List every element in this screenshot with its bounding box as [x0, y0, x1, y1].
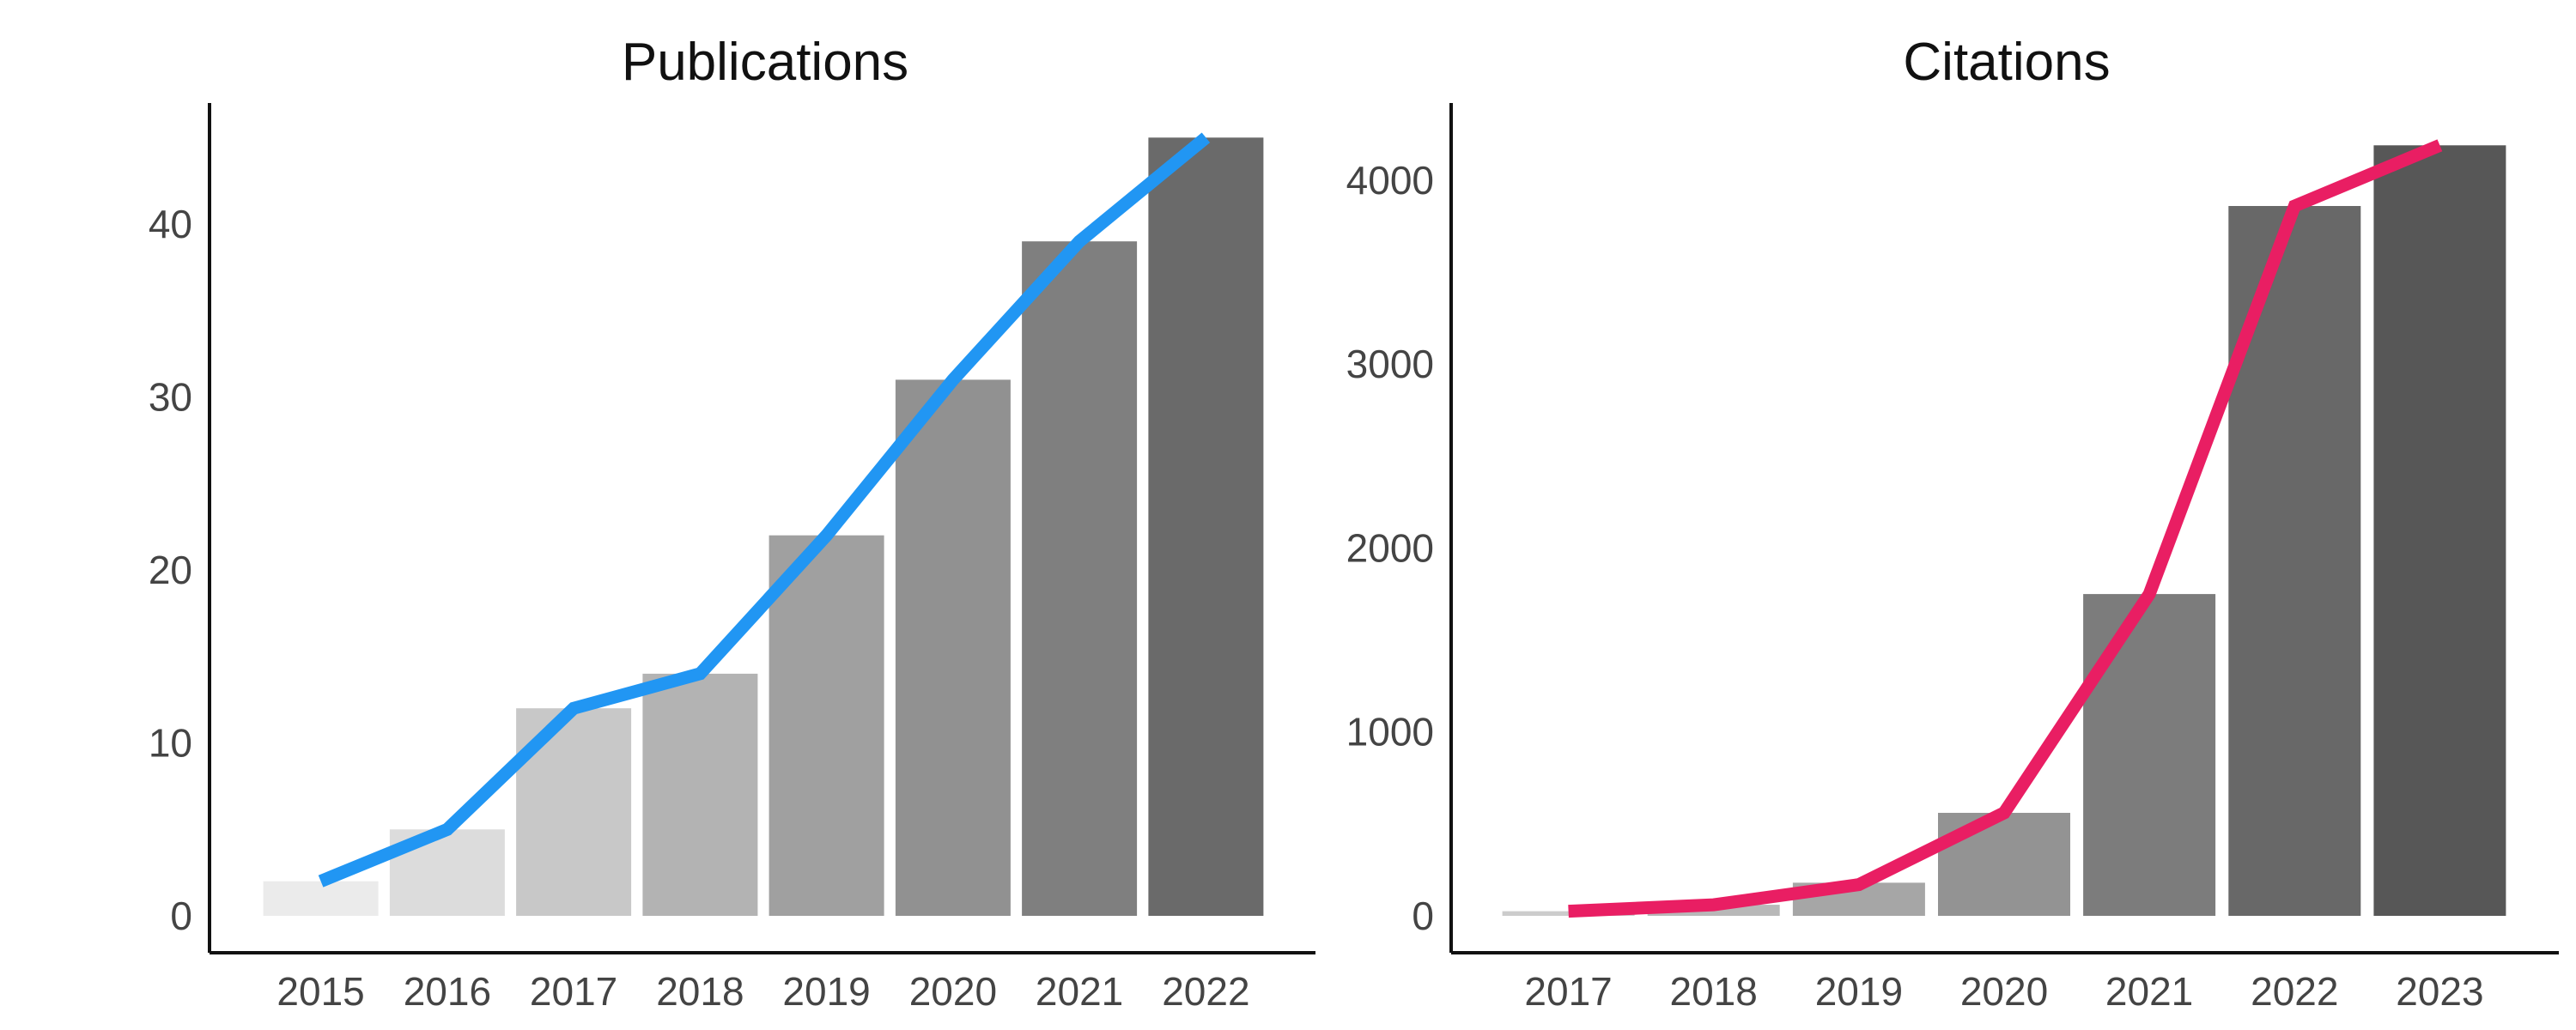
x-tick-labels: 2015 2016 2017 2018 2019 2020 2021 2022 [276, 969, 1249, 1014]
citations-chart: Citations 0 1000 2000 3000 4000 2017 2018 2019… [1346, 33, 2559, 1014]
x-tick-label: 2020 [1960, 969, 2048, 1014]
y-tick-label: 0 [170, 894, 192, 938]
x-tick-label: 2017 [530, 969, 617, 1014]
bar-2020 [895, 379, 1011, 916]
x-tick-label: 2021 [1036, 969, 1123, 1014]
x-tick-label: 2022 [1162, 969, 1249, 1014]
x-tick-label: 2018 [1670, 969, 1758, 1014]
x-tick-labels: 2017 2018 2019 2020 2021 2022 2023 [1524, 969, 2483, 1014]
y-tick-label: 4000 [1346, 158, 1434, 203]
x-tick-label: 2022 [2251, 969, 2338, 1014]
x-tick-label: 2021 [2105, 969, 2193, 1014]
y-tick-label: 20 [149, 548, 192, 592]
bar-2021 [2083, 594, 2216, 916]
y-tick-label: 1000 [1346, 710, 1434, 754]
y-tick-label: 10 [149, 721, 192, 766]
y-tick-labels: 0 10 20 30 40 [149, 202, 192, 938]
y-tick-label: 3000 [1346, 342, 1434, 386]
x-tick-label: 2020 [909, 969, 997, 1014]
x-tick-label: 2019 [782, 969, 870, 1014]
bar-group [1502, 145, 2506, 917]
x-tick-label: 2016 [404, 969, 491, 1014]
bar-2022 [1148, 137, 1264, 917]
bar-2019 [769, 535, 884, 916]
y-tick-label: 2000 [1346, 526, 1434, 571]
x-tick-label: 2019 [1815, 969, 1903, 1014]
chart-title: Publications [622, 33, 908, 92]
trend-line-group [318, 132, 1211, 888]
y-tick-label: 0 [1412, 894, 1434, 938]
x-tick-label: 2015 [276, 969, 364, 1014]
y-tick-labels: 0 1000 2000 3000 4000 [1346, 158, 1434, 938]
x-tick-label: 2017 [1524, 969, 1612, 1014]
trend-line-group [1568, 139, 2443, 918]
bar-2018 [642, 673, 758, 916]
y-tick-label: 30 [149, 375, 192, 420]
bar-2017 [1502, 911, 1635, 916]
x-tick-label: 2018 [656, 969, 744, 1014]
bar-group [263, 137, 1264, 917]
bar-2015 [263, 881, 379, 916]
axes-group [208, 103, 1315, 954]
trend-line [318, 132, 1211, 888]
bar-2020 [1938, 813, 2070, 916]
x-tick-label: 2023 [2396, 969, 2483, 1014]
chart-title: Citations [1903, 33, 2110, 92]
y-tick-label: 40 [149, 202, 192, 246]
bar-2023 [2373, 145, 2506, 917]
bar-2021 [1022, 241, 1138, 916]
axes-group [1449, 103, 2559, 954]
trend-line [1568, 139, 2443, 918]
